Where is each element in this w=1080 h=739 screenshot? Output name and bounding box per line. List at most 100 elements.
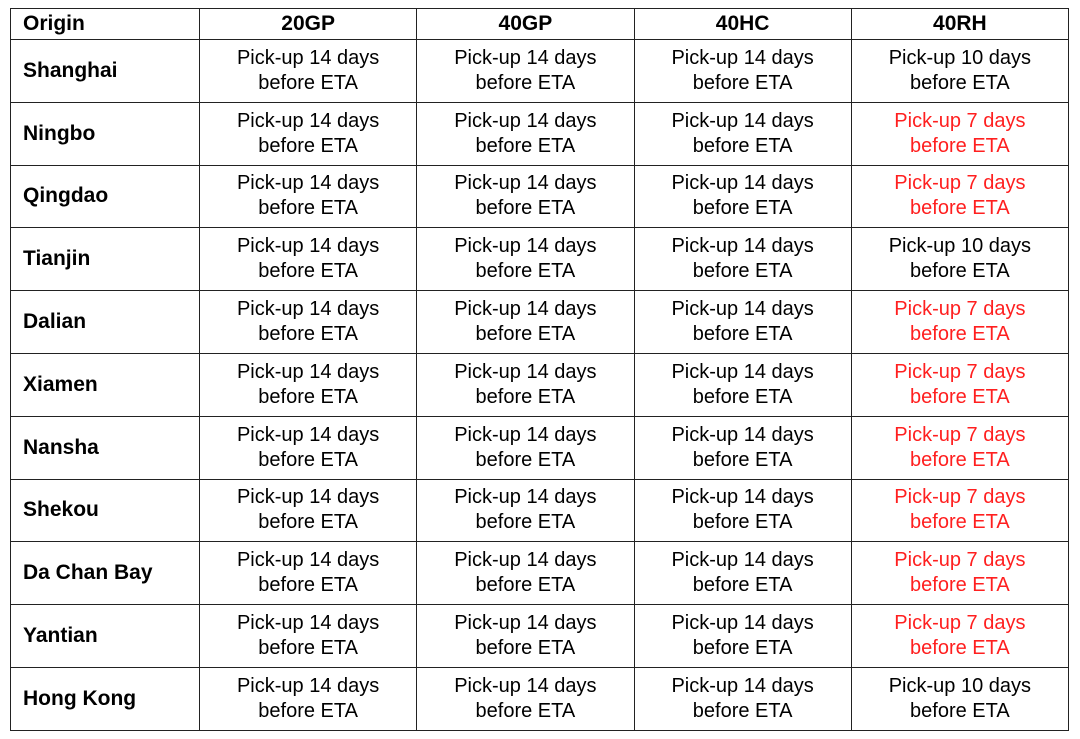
before-eta-text: before ETA	[910, 448, 1010, 471]
before-eta-text: before ETA	[910, 699, 1010, 722]
pickup-cell-40gp: Pick-up 14 days before ETA	[416, 352, 635, 417]
before-eta-text: before ETA	[910, 385, 1010, 408]
pickup-days-text: Pick-up 14 days	[454, 612, 597, 635]
pickup-cell-20gp: Pick-up 14 days before ETA	[198, 541, 418, 606]
pickup-days-text: Pick-up 7 days	[894, 298, 1026, 321]
before-eta-text: before ETA	[910, 637, 1010, 660]
pickup-cell-40gp: Pick-up 14 days before ETA	[416, 478, 635, 543]
table-row: Dalian Pick-up 14 days before ETA Pick-up 1…	[10, 290, 1070, 354]
pickup-days-text: Pick-up 14 days	[454, 298, 597, 321]
table-row: Yantian Pick-up 14 days before ETA Pick-up …	[10, 604, 1070, 668]
before-eta-text: before ETA	[692, 574, 793, 597]
origin-cell: Dalian	[10, 290, 200, 354]
header-40rh: 40RH	[850, 8, 1070, 40]
pickup-days-text: Pick-up 14 days	[454, 549, 597, 572]
before-eta-text: before ETA	[258, 511, 358, 534]
pickup-days-text: Pick-up 14 days	[671, 486, 814, 509]
header-20gp: 20GP	[198, 8, 418, 40]
table-row: Da Chan Bay Pick-up 14 days before ETA Pick…	[10, 541, 1070, 606]
pickup-cell-40rh: Pick-up 7 days before ETA	[850, 415, 1070, 480]
pickup-cell-40hc: Pick-up 14 days before ETA	[633, 478, 852, 543]
pickup-days-text: Pick-up 14 days	[236, 235, 380, 258]
pickup-cell-40rh: Pick-up 7 days before ETA	[850, 164, 1070, 229]
pickup-cell-40rh: Pick-up 7 days before ETA	[850, 352, 1070, 417]
pickup-cell-40rh: Pick-up 10 days before ETA	[850, 39, 1070, 103]
before-eta-text: before ETA	[475, 71, 576, 94]
before-eta-text: before ETA	[692, 699, 793, 722]
origin-cell: Shanghai	[10, 39, 200, 103]
pickup-cell-40rh: Pick-up 7 days before ETA	[850, 541, 1070, 606]
pickup-days-text: Pick-up 14 days	[454, 109, 597, 132]
pickup-cell-40hc: Pick-up 14 days before ETA	[633, 666, 852, 731]
pickup-cell-20gp: Pick-up 14 days before ETA	[198, 164, 418, 229]
pickup-days-text: Pick-up 7 days	[894, 549, 1026, 572]
pickup-days-text: Pick-up 7 days	[894, 172, 1026, 195]
pickup-cell-20gp: Pick-up 14 days before ETA	[198, 39, 418, 103]
pickup-cell-20gp: Pick-up 14 days before ETA	[198, 290, 418, 354]
pickup-days-text: Pick-up 14 days	[454, 423, 597, 446]
pickup-cell-40hc: Pick-up 14 days before ETA	[633, 39, 852, 103]
pickup-schedule-table: Origin 20GP 40GP 40HC 40RH Shanghai Pick-…	[10, 8, 1070, 731]
pickup-days-text: Pick-up 14 days	[671, 360, 814, 383]
pickup-days-text: Pick-up 14 days	[236, 360, 380, 383]
pickup-cell-40hc: Pick-up 14 days before ETA	[633, 227, 852, 292]
pickup-cell-20gp: Pick-up 14 days before ETA	[198, 604, 418, 668]
header-40hc: 40HC	[633, 8, 852, 40]
pickup-days-text: Pick-up 7 days	[894, 109, 1026, 132]
pickup-days-text: Pick-up 14 days	[236, 612, 380, 635]
header-row: Origin 20GP 40GP 40HC 40RH	[10, 8, 1070, 40]
pickup-days-text: Pick-up 14 days	[671, 109, 814, 132]
pickup-cell-40gp: Pick-up 14 days before ETA	[416, 604, 635, 668]
pickup-days-text: Pick-up 14 days	[454, 235, 597, 258]
origin-cell: Hong Kong	[10, 666, 200, 731]
pickup-cell-40rh: Pick-up 10 days before ETA	[850, 666, 1070, 731]
pickup-cell-20gp: Pick-up 14 days before ETA	[198, 227, 418, 292]
before-eta-text: before ETA	[258, 323, 358, 346]
pickup-cell-40gp: Pick-up 14 days before ETA	[416, 290, 635, 354]
before-eta-text: before ETA	[258, 637, 358, 660]
pickup-days-text: Pick-up 14 days	[671, 674, 814, 697]
before-eta-text: before ETA	[258, 385, 358, 408]
pickup-days-text: Pick-up 10 days	[888, 674, 1032, 697]
before-eta-text: before ETA	[692, 323, 793, 346]
before-eta-text: before ETA	[910, 71, 1010, 94]
before-eta-text: before ETA	[258, 197, 358, 220]
before-eta-text: before ETA	[258, 71, 358, 94]
before-eta-text: before ETA	[475, 134, 576, 157]
before-eta-text: before ETA	[258, 134, 358, 157]
pickup-cell-20gp: Pick-up 14 days before ETA	[198, 666, 418, 731]
before-eta-text: before ETA	[910, 574, 1010, 597]
pickup-days-text: Pick-up 14 days	[454, 46, 597, 69]
before-eta-text: before ETA	[692, 637, 793, 660]
origin-cell: Ningbo	[10, 101, 200, 166]
origin-cell: Nansha	[10, 415, 200, 480]
table-row: Xiamen Pick-up 14 days before ETA Pick-up 1…	[10, 352, 1070, 417]
pickup-cell-40gp: Pick-up 14 days before ETA	[416, 101, 635, 166]
pickup-cell-20gp: Pick-up 14 days before ETA	[198, 101, 418, 166]
before-eta-text: before ETA	[910, 511, 1010, 534]
pickup-table-container: Origin 20GP 40GP 40HC 40RH Shanghai Pick-…	[10, 8, 1070, 731]
pickup-days-text: Pick-up 14 days	[236, 486, 380, 509]
pickup-days-text: Pick-up 14 days	[236, 674, 380, 697]
table-row: Shanghai Pick-up 14 days before ETA Pick-up…	[10, 39, 1070, 103]
pickup-days-text: Pick-up 7 days	[894, 360, 1026, 383]
before-eta-text: before ETA	[692, 448, 793, 471]
before-eta-text: before ETA	[692, 71, 793, 94]
pickup-days-text: Pick-up 14 days	[454, 172, 597, 195]
pickup-cell-40rh: Pick-up 7 days before ETA	[850, 290, 1070, 354]
pickup-days-text: Pick-up 14 days	[671, 298, 814, 321]
pickup-days-text: Pick-up 14 days	[671, 423, 814, 446]
before-eta-text: before ETA	[258, 260, 358, 283]
pickup-cell-40gp: Pick-up 14 days before ETA	[416, 666, 635, 731]
before-eta-text: before ETA	[475, 385, 576, 408]
table-row: Hong Kong Pick-up 14 days before ETA Pick-u…	[10, 666, 1070, 731]
pickup-days-text: Pick-up 7 days	[894, 423, 1026, 446]
pickup-cell-40rh: Pick-up 7 days before ETA	[850, 101, 1070, 166]
header-origin: Origin	[10, 8, 200, 40]
pickup-cell-40hc: Pick-up 14 days before ETA	[633, 604, 852, 668]
pickup-cell-40rh: Pick-up 10 days before ETA	[850, 227, 1070, 292]
pickup-cell-40gp: Pick-up 14 days before ETA	[416, 164, 635, 229]
pickup-days-text: Pick-up 14 days	[236, 549, 380, 572]
pickup-days-text: Pick-up 14 days	[454, 674, 597, 697]
before-eta-text: before ETA	[475, 260, 576, 283]
